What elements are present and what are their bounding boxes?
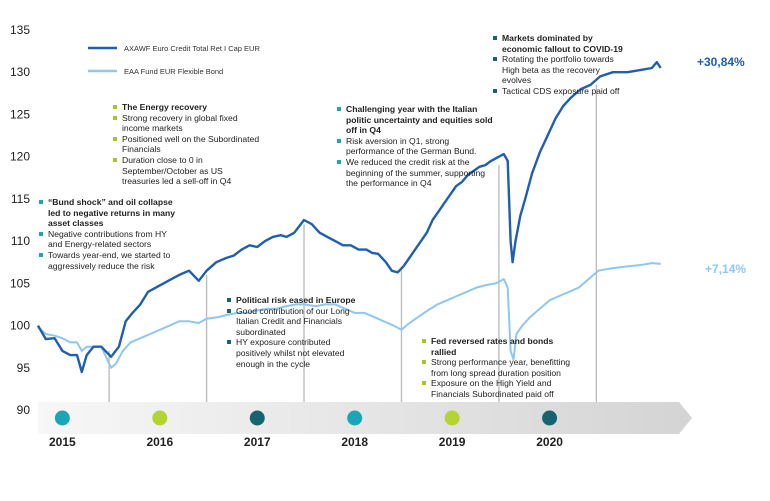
annotation-2015-title: “Bund shock” and oil collapse led to neg… (38, 197, 176, 229)
annotation-2020-bullet-2: Tactical CDS exposure paid off (492, 86, 624, 97)
year-marker-2017 (249, 410, 265, 426)
year-label-2019: 2019 (439, 435, 466, 449)
annotation-2019-bullet-2: Exposure on the High Yield and Financial… (421, 378, 571, 399)
year-dividers (108, 84, 598, 408)
year-label-2015: 2015 (49, 435, 76, 449)
year-label-2020: 2020 (536, 435, 563, 449)
annotation-2016-bullet-3: Duration close to 0 in September/October… (112, 155, 262, 187)
y-tick-label-125: 125 (10, 107, 30, 121)
annotation-2016: The Energy recovery Strong recovery in g… (112, 102, 262, 187)
year-label-2016: 2016 (146, 435, 173, 449)
annotation-2019-title: Fed reversed rates and bonds rallied (421, 336, 571, 357)
year-marker-2015 (54, 410, 70, 426)
year-markers (54, 410, 558, 426)
annotation-2015-bullet-1: Negative contributions from HY and Energ… (38, 229, 176, 250)
end-label-series-0: +30,84% (697, 55, 745, 69)
annotation-2018-title: Challenging year with the Italian politi… (336, 104, 498, 136)
y-tick-label-95: 95 (17, 361, 31, 375)
annotation-2016-bullet-2: Positioned well on the Subordinated Fina… (112, 134, 262, 155)
annotation-2017-bullet-2: HY exposure contributed positively whils… (226, 337, 360, 369)
y-tick-label-115: 115 (11, 192, 30, 206)
y-axis: 90 95 100 105 110 115 120 125 130 135 (10, 23, 30, 417)
annotation-2019-bullet-1: Strong performance year, benefitting fro… (421, 357, 571, 378)
y-tick-label-100: 100 (10, 319, 30, 333)
y-tick-label-105: 105 (10, 276, 30, 290)
annotation-2020: Markets dominated by economic fallout to… (492, 33, 624, 97)
annotation-2017-title: Political risk eased in Europe (226, 295, 360, 306)
annotation-2020-bullet-1: Rotating the portfolio towards High beta… (492, 54, 624, 86)
annotation-2020-title: Markets dominated by economic fallout to… (492, 33, 624, 54)
annotation-2016-bullet-1: Strong recovery in global fixed income m… (112, 113, 262, 134)
year-labels: 2015 2016 2017 2018 2019 2020 (49, 435, 563, 449)
end-label-series-1: +7,14% (705, 262, 746, 276)
annotation-2017-bullet-1: Good contribution of our Long Italian Cr… (226, 306, 360, 338)
series-lines (36, 60, 662, 374)
annotation-2019: Fed reversed rates and bonds rallied Str… (421, 336, 571, 400)
series-line-0 (36, 60, 662, 374)
y-tick-label-130: 130 (10, 65, 30, 79)
year-marker-2019 (444, 410, 460, 426)
year-marker-2020 (542, 410, 558, 426)
year-marker-2018 (347, 410, 363, 426)
year-marker-2016 (152, 410, 168, 426)
annotation-2015-bullet-2: Towards year-end, we started to aggressi… (38, 250, 176, 271)
legend: AXAWF Euro Credit Total Ret I Cap EUR EA… (88, 44, 260, 76)
legend-label-series-0: AXAWF Euro Credit Total Ret I Cap EUR (124, 44, 260, 53)
y-tick-label-110: 110 (11, 234, 30, 248)
annotation-2018-bullet-1: Risk aversion in Q1, strong performance … (336, 136, 498, 157)
annotation-2017: Political risk eased in Europe Good cont… (226, 295, 360, 369)
y-tick-label-90: 90 (17, 403, 31, 417)
year-label-2018: 2018 (341, 435, 368, 449)
series-line-1 (37, 262, 661, 369)
y-tick-label-135: 135 (10, 23, 30, 37)
y-tick-label-120: 120 (10, 150, 30, 164)
annotation-2015: “Bund shock” and oil collapse led to neg… (38, 197, 176, 271)
annotation-2018-bullet-2: We reduced the credit risk at the beginn… (336, 157, 498, 189)
timeline-arrow (38, 402, 692, 434)
annotation-2018: Challenging year with the Italian politi… (336, 104, 498, 189)
year-label-2017: 2017 (244, 435, 271, 449)
legend-label-series-1: EAA Fund EUR Flexible Bond (124, 67, 223, 76)
annotation-2016-title: The Energy recovery (112, 102, 262, 113)
